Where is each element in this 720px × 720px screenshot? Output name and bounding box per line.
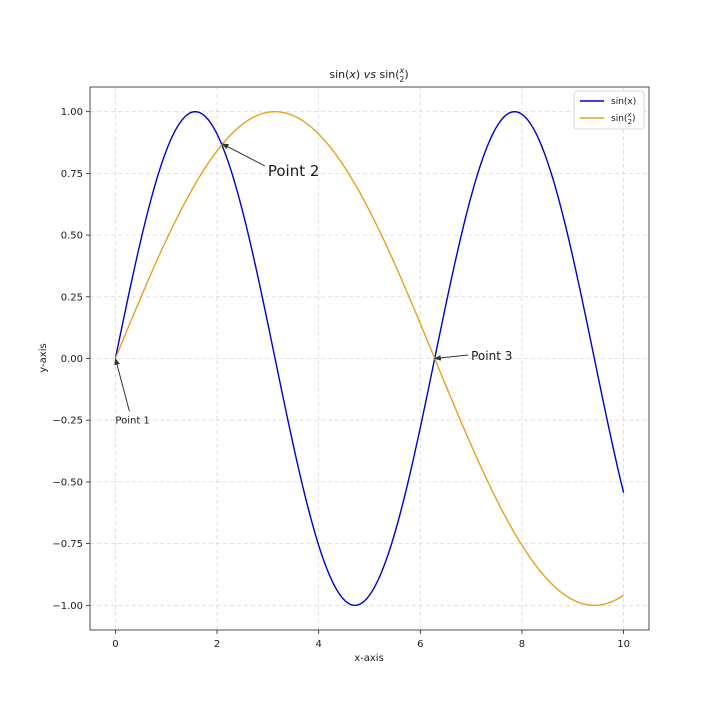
series-layer xyxy=(114,110,625,607)
y-tick-label: −0.75 xyxy=(52,539,83,550)
y-tick-label: −0.50 xyxy=(52,477,83,488)
x-tick-label: 2 xyxy=(214,639,220,650)
series-line-sin-half-x xyxy=(114,110,624,607)
annotation-label-3: Point 3 xyxy=(471,349,512,363)
x-tick-label: 8 xyxy=(519,639,525,650)
legend: sin(x) sin(x 2) xyxy=(573,90,645,130)
legend-label-sin-x: sin(x) xyxy=(611,97,636,107)
y-tick-label: 1.00 xyxy=(61,107,83,118)
x-tick-label: 4 xyxy=(315,639,321,650)
y-tick-label: 0.75 xyxy=(61,169,83,180)
x-axis-label: x-axis xyxy=(354,653,384,664)
ticks: 0 2 4 6 8 10 −1.00 −0.75 −0.50 −0.25 0.00 0.25 0.50 0… xyxy=(52,107,630,650)
grid xyxy=(90,87,649,630)
y-tick-label: −1.00 xyxy=(52,601,83,612)
x-tick-label: 6 xyxy=(417,639,423,650)
annotation-arrow-2 xyxy=(221,143,266,167)
annotation-label-1: Point 1 xyxy=(115,416,149,427)
y-axis-label: y-axis xyxy=(38,343,49,372)
annotations: Point 1 Point 2 Point 3 xyxy=(114,143,512,427)
annotation-arrow-1 xyxy=(114,357,130,412)
y-tick-label: 0.50 xyxy=(61,231,83,242)
annotation-arrow-3 xyxy=(433,354,469,361)
y-tick-label: 0.00 xyxy=(61,354,83,365)
legend-label-sin-half-x: sin(x 2) xyxy=(611,111,636,126)
annotation-label-2: Point 2 xyxy=(268,162,320,180)
series-line-sin-x xyxy=(114,110,625,606)
y-tick-label: 0.25 xyxy=(61,292,83,303)
chart-title: sin(x) vs sin(x 2) xyxy=(329,66,408,84)
x-tick-label: 0 xyxy=(112,639,118,650)
y-tick-label: −0.25 xyxy=(52,416,83,427)
x-tick-label: 10 xyxy=(617,639,630,650)
